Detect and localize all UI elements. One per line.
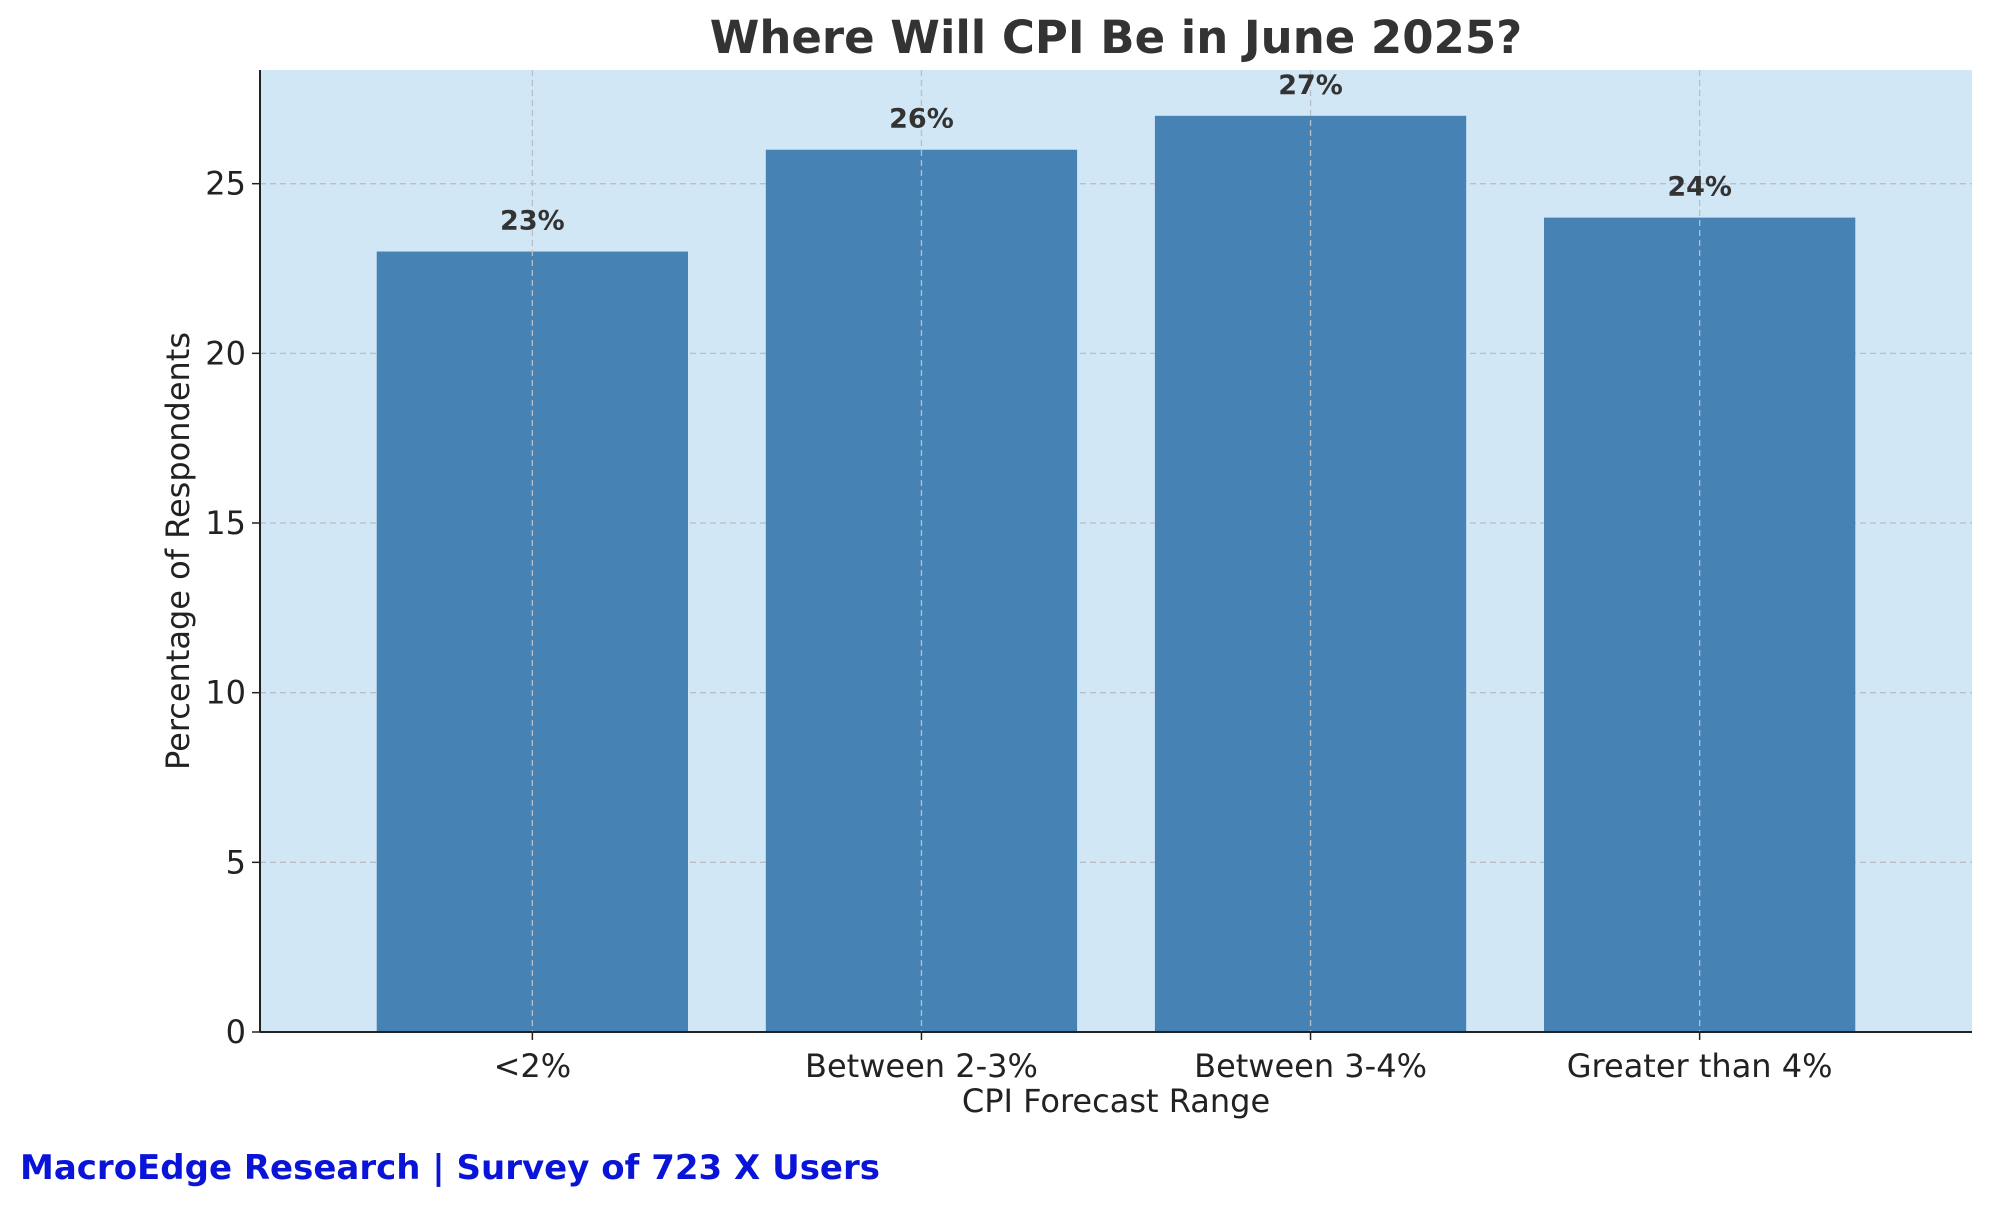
y-tick-label: 5: [226, 843, 246, 881]
data-label: 24%: [1667, 172, 1732, 203]
x-axis-label: CPI Forecast Range: [962, 1082, 1270, 1120]
y-axis-label: Percentage of Respondents: [159, 332, 197, 770]
x-tick-label: Greater than 4%: [1567, 1047, 1833, 1085]
vertical-grid-lines: [531, 70, 1701, 1032]
chart-title: Where Will CPI Be in June 2025?: [710, 11, 1523, 64]
data-label: 23%: [500, 206, 565, 237]
data-labels: 23% 26% 27% 24%: [500, 70, 1732, 237]
y-tick-label: 0: [226, 1013, 246, 1051]
y-tick-label: 20: [205, 334, 246, 372]
y-tick-label: 15: [205, 504, 246, 542]
x-tick-labels: <2% Between 2-3% Between 3-4% Greater than …: [494, 1047, 1833, 1085]
x-tick-label: Between 3-4%: [1194, 1047, 1427, 1085]
y-tick-labels: 0 5 10 15 20 25: [205, 165, 246, 1051]
data-label: 27%: [1278, 70, 1343, 101]
axes: [252, 70, 1972, 1040]
data-label: 26%: [889, 104, 954, 135]
footer-credit: MacroEdge Research | Survey of 723 X Use…: [20, 1148, 880, 1188]
y-tick-label: 10: [205, 674, 246, 712]
x-tick-label: <2%: [494, 1047, 572, 1085]
x-tick-label: Between 2-3%: [805, 1047, 1038, 1085]
y-tick-label: 25: [205, 165, 246, 203]
